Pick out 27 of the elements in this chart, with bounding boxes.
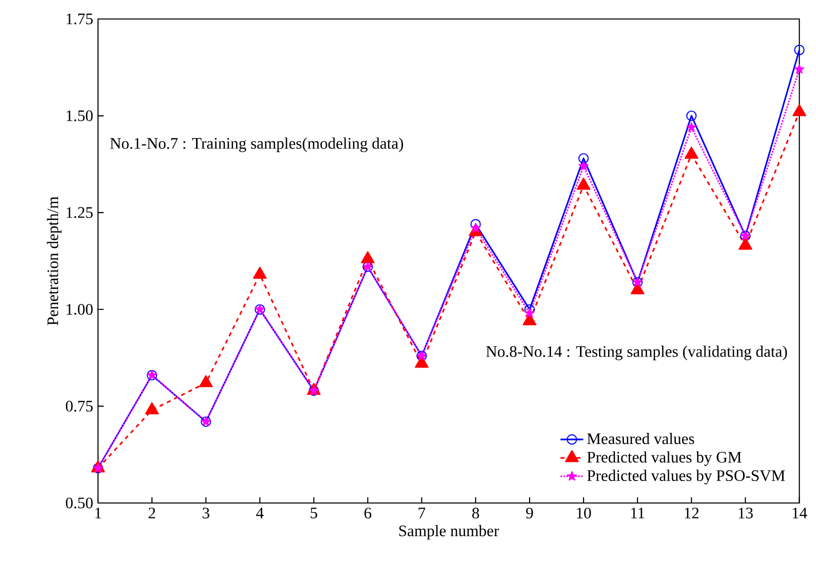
y-axis-title: Penetration depth/m — [46, 196, 62, 326]
annotation: No.8-No.14 : Testing samples (validating data) — [486, 346, 787, 360]
legend-label: Predicted values by GM — [587, 451, 742, 466]
legend-label: Predicted values by PSO-SVM — [587, 470, 785, 484]
x-tick-label: 12 — [684, 508, 699, 518]
y-tick-label: 1.50 — [66, 110, 93, 122]
x-tick-label: 3 — [202, 508, 210, 518]
x-tick-label: 14 — [792, 508, 808, 518]
y-tick-label: 1.25 — [66, 207, 93, 218]
legend-label: Measured values — [587, 432, 694, 444]
x-tick-label: 1 — [95, 508, 102, 518]
y-tick-label: 0.75 — [66, 400, 93, 412]
x-tick-label: 8 — [472, 508, 480, 518]
x-tick-label: 5 — [310, 508, 318, 518]
x-tick-label: 6 — [364, 508, 372, 518]
y-tick-label: 0.50 — [66, 498, 93, 508]
x-tick-label: 10 — [576, 508, 591, 518]
x-tick-label: 4 — [256, 508, 264, 518]
y-tick-label: 1.00 — [66, 304, 93, 315]
y-tick-label: 1.75 — [66, 14, 93, 24]
x-tick-label: 11 — [631, 508, 644, 518]
x-tick-label: 7 — [418, 508, 426, 518]
x-axis-title: Sample number — [399, 524, 499, 540]
x-tick-label: 13 — [738, 508, 753, 518]
x-tick-label: 2 — [148, 508, 156, 518]
x-tick-label: 9 — [526, 508, 533, 518]
annotation: No.1-No.7 : Training samples(modeling data) — [110, 138, 404, 152]
